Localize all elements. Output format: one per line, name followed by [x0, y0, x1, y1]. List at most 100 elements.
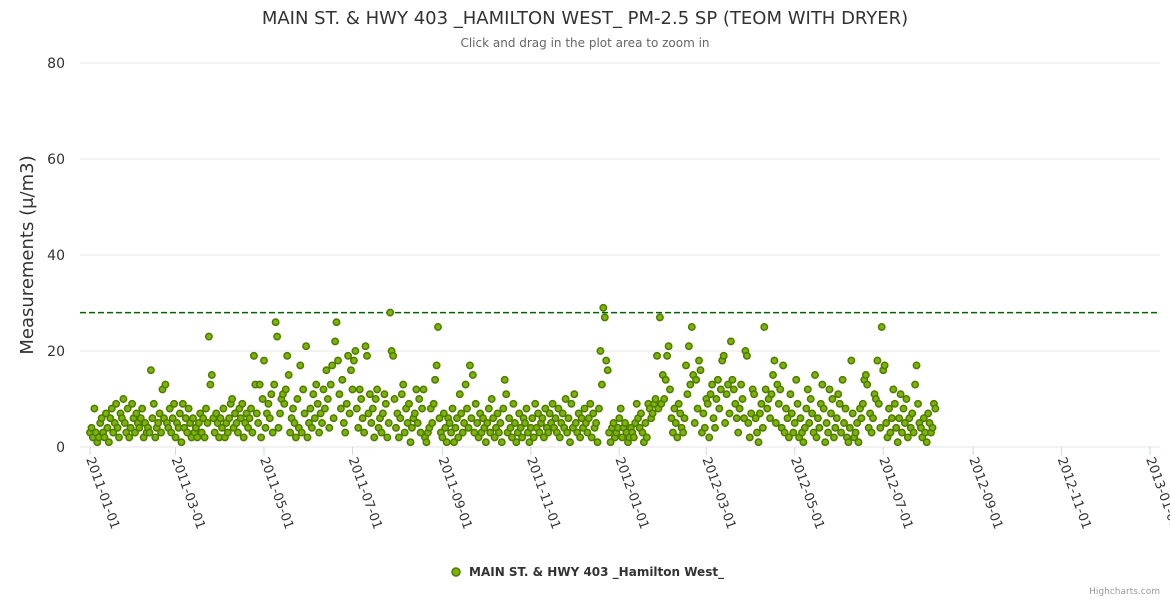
- data-point[interactable]: [531, 399, 540, 408]
- data-point[interactable]: [670, 404, 679, 413]
- data-point[interactable]: [348, 385, 357, 394]
- data-point[interactable]: [887, 414, 896, 423]
- data-point[interactable]: [216, 414, 225, 423]
- data-point[interactable]: [203, 419, 212, 427]
- data-point[interactable]: [692, 375, 701, 384]
- data-point[interactable]: [236, 414, 245, 423]
- data-point[interactable]: [483, 419, 492, 427]
- data-point[interactable]: [760, 323, 769, 331]
- data-point[interactable]: [780, 428, 789, 437]
- data-point[interactable]: [470, 428, 479, 437]
- data-point[interactable]: [119, 395, 128, 403]
- data-point[interactable]: [835, 399, 844, 408]
- data-point[interactable]: [178, 399, 187, 408]
- data-point[interactable]: [931, 404, 940, 413]
- data-point[interactable]: [413, 419, 422, 427]
- data-point[interactable]: [106, 414, 115, 423]
- data-point[interactable]: [194, 419, 203, 427]
- data-point[interactable]: [818, 380, 827, 389]
- data-point[interactable]: [874, 399, 883, 408]
- data-point[interactable]: [168, 414, 177, 423]
- data-point[interactable]: [584, 414, 593, 423]
- data-point[interactable]: [204, 332, 213, 341]
- data-point[interactable]: [695, 356, 703, 365]
- legend-label[interactable]: MAIN ST. & HWY 403 _Hamilton West_: [469, 565, 724, 580]
- data-point[interactable]: [233, 428, 242, 437]
- data-point[interactable]: [199, 414, 208, 423]
- data-point[interactable]: [257, 433, 266, 442]
- data-point[interactable]: [291, 433, 300, 442]
- data-point[interactable]: [115, 433, 123, 442]
- data-point[interactable]: [189, 414, 197, 423]
- data-point[interactable]: [307, 423, 316, 432]
- data-point[interactable]: [909, 428, 918, 437]
- data-point[interactable]: [629, 433, 638, 442]
- data-point[interactable]: [87, 423, 96, 432]
- data-point[interactable]: [255, 380, 264, 389]
- data-point[interactable]: [911, 380, 920, 389]
- data-point[interactable]: [515, 409, 524, 418]
- data-point[interactable]: [316, 409, 325, 418]
- data-point[interactable]: [416, 428, 425, 437]
- data-point[interactable]: [390, 395, 399, 403]
- data-point[interactable]: [571, 419, 580, 427]
- data-point[interactable]: [799, 438, 808, 447]
- data-point[interactable]: [128, 399, 137, 408]
- data-point[interactable]: [165, 404, 174, 413]
- data-point[interactable]: [447, 428, 456, 437]
- data-point[interactable]: [782, 404, 790, 413]
- data-point[interactable]: [615, 414, 624, 423]
- data-point[interactable]: [509, 399, 518, 408]
- data-point[interactable]: [828, 395, 837, 403]
- data-point[interactable]: [370, 433, 379, 442]
- data-point[interactable]: [486, 428, 495, 437]
- data-point[interactable]: [239, 433, 248, 442]
- data-point[interactable]: [776, 385, 785, 394]
- data-point[interactable]: [895, 414, 904, 423]
- data-point[interactable]: [461, 380, 470, 389]
- data-point[interactable]: [460, 419, 469, 427]
- data-point[interactable]: [490, 433, 499, 442]
- data-point[interactable]: [318, 419, 326, 427]
- data-point[interactable]: [737, 380, 746, 389]
- data-point[interactable]: [779, 361, 788, 370]
- data-point[interactable]: [145, 428, 154, 437]
- data-point[interactable]: [715, 404, 724, 413]
- data-point[interactable]: [522, 404, 531, 413]
- data-point[interactable]: [755, 409, 764, 418]
- data-point[interactable]: [554, 404, 563, 413]
- data-point[interactable]: [103, 423, 112, 432]
- data-point[interactable]: [352, 404, 361, 413]
- data-point[interactable]: [464, 423, 473, 432]
- data-point[interactable]: [331, 337, 340, 346]
- data-point[interactable]: [113, 423, 122, 432]
- data-point[interactable]: [432, 361, 441, 370]
- data-point[interactable]: [332, 318, 341, 327]
- data-point[interactable]: [487, 395, 496, 403]
- data-point[interactable]: [708, 380, 717, 389]
- data-point[interactable]: [719, 351, 728, 360]
- data-point[interactable]: [293, 395, 302, 403]
- data-point[interactable]: [811, 371, 819, 379]
- data-point[interactable]: [407, 423, 416, 432]
- data-point[interactable]: [132, 409, 141, 418]
- data-point[interactable]: [583, 428, 592, 437]
- data-point[interactable]: [827, 409, 835, 418]
- data-point[interactable]: [310, 414, 319, 423]
- data-point[interactable]: [661, 375, 670, 384]
- data-point[interactable]: [274, 423, 283, 432]
- data-point[interactable]: [595, 404, 603, 413]
- data-point[interactable]: [857, 414, 866, 423]
- data-point[interactable]: [899, 404, 908, 413]
- data-point[interactable]: [481, 438, 490, 447]
- data-point[interactable]: [851, 428, 860, 437]
- data-point[interactable]: [734, 428, 743, 437]
- data-point[interactable]: [716, 385, 725, 394]
- data-point[interactable]: [403, 419, 412, 427]
- data-point[interactable]: [435, 414, 444, 423]
- data-point[interactable]: [284, 371, 293, 379]
- data-point[interactable]: [596, 347, 605, 355]
- data-point[interactable]: [667, 414, 676, 423]
- data-point[interactable]: [577, 414, 586, 423]
- data-point[interactable]: [534, 409, 543, 418]
